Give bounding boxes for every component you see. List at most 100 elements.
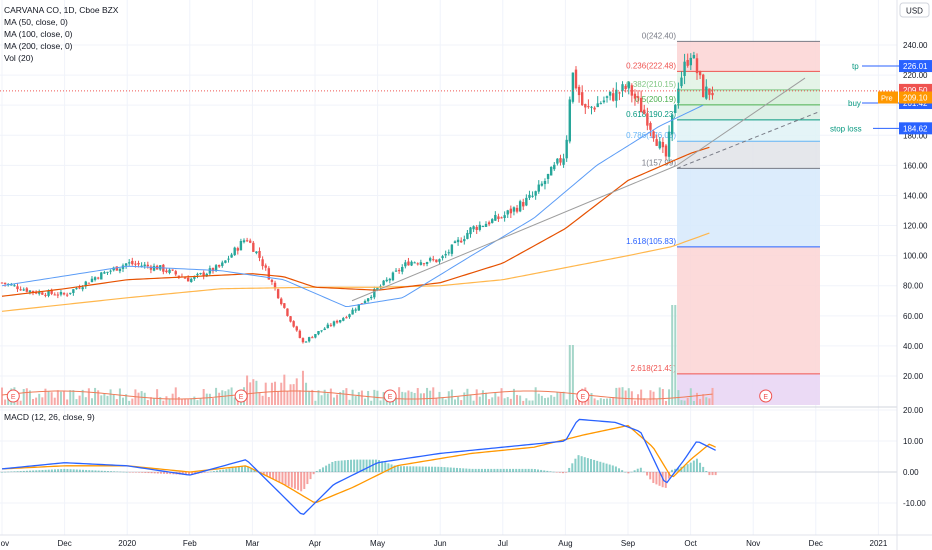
macd-axis[interactable]: 20.00 10.00 0.00 -10.00 (903, 406, 926, 508)
earnings-marker[interactable] (576, 389, 590, 403)
macd-histogram-bar (518, 468, 521, 472)
annotation-label[interactable]: buy (848, 99, 861, 108)
trend-lines[interactable] (0, 77, 897, 302)
earnings-marker[interactable] (234, 389, 248, 403)
premarket-tag[interactable] (878, 91, 898, 104)
earnings-marker[interactable] (6, 389, 20, 403)
ma100-legend[interactable]: MA (100, close, 0) (4, 29, 73, 39)
candle-body (217, 264, 221, 267)
candle-body (19, 289, 22, 291)
macd-histogram-bar (219, 470, 222, 472)
macd-histogram-bar (602, 462, 605, 472)
price-axis[interactable]: 240.00220.00200.00180.00160.00140.00120.… (903, 41, 928, 381)
volume-bar (637, 394, 640, 405)
time-axis-label: May (370, 539, 385, 548)
volume-bar (180, 399, 183, 405)
macd-histogram-bar (32, 470, 35, 472)
annotation-labels[interactable]: tp 226.01 buy 201.42 stop loss 184.62 209.5020… (830, 60, 932, 135)
annotation-price-badge[interactable] (899, 122, 932, 135)
candle-body (540, 183, 544, 186)
candle-body (128, 262, 131, 264)
volume-bar (612, 397, 615, 405)
candle-body (404, 262, 407, 267)
macd-histogram-bar (331, 461, 334, 472)
macd-histogram-bar (396, 466, 399, 472)
trend-line-extension[interactable] (676, 77, 806, 166)
price-axis-tick: 220.00 (903, 71, 928, 80)
volume-legend[interactable]: Vol (20) (4, 53, 33, 63)
macd-histogram-bar (624, 471, 627, 473)
volume-bar (289, 384, 292, 405)
macd-histogram-bar (521, 468, 524, 472)
candle-body (382, 280, 385, 286)
candle-body (506, 210, 509, 215)
candle-body (152, 265, 156, 271)
macd-histogram-bar (465, 468, 468, 472)
annotation-price-badge[interactable] (899, 60, 932, 73)
macd-histogram-bar (496, 468, 499, 472)
macd-histogram-bar (63, 468, 66, 472)
volume-bar (503, 398, 506, 405)
candle-body (252, 242, 255, 252)
volume-bar (59, 391, 62, 405)
macd-histogram-bar (203, 472, 206, 473)
earnings-marker[interactable] (383, 389, 397, 403)
candle-body (636, 96, 640, 98)
macd-histogram-bar (630, 471, 633, 473)
earnings-marker[interactable] (759, 389, 773, 403)
candle-body (512, 207, 516, 212)
volume-bar (339, 392, 342, 405)
volume-bar (655, 399, 658, 405)
macd-histogram-bar (434, 466, 437, 472)
fib-zone (677, 71, 820, 90)
volume-bar (202, 389, 205, 405)
ma50-legend[interactable]: MA (50, close, 0) (4, 17, 68, 27)
macd-histogram-bar (97, 470, 100, 472)
macd-histogram-bar (153, 472, 156, 474)
macd-histogram-bar (399, 466, 402, 472)
fib-level-label: 2.618(21.43) (631, 364, 677, 373)
volume-bar (472, 400, 475, 405)
candle-body (96, 277, 100, 279)
candle-body (323, 328, 326, 330)
candle-body (667, 131, 671, 157)
macd-line (1, 418, 716, 515)
macd-histogram-bar (284, 472, 287, 486)
macd-legend[interactable]: MACD (12, 26, close, 9) (4, 412, 95, 422)
volume-bar (320, 395, 323, 405)
volume-bar (528, 400, 531, 405)
time-axis[interactable]: Nov Dec 2020 Feb Mar Apr May Jun Jul Aug Sep Oct Nov… (0, 534, 932, 548)
macd-histogram-bar (505, 468, 508, 472)
fib-retracement-tool[interactable]: 0(242.40) 0.236(222.48) 0.382(210.15) 0.5(2… (626, 31, 821, 405)
macd-histogram-bar (66, 469, 69, 472)
volume-bar (4, 399, 7, 405)
macd-histogram-bar (35, 470, 38, 472)
ma200-legend[interactable]: MA (200, close, 0) (4, 41, 73, 51)
fib-zone (677, 89, 820, 105)
macd-histogram-bar (103, 470, 106, 472)
price-badge[interactable] (899, 91, 932, 104)
annotation-label[interactable]: tp (852, 62, 859, 71)
macd-histogram-bar (253, 469, 256, 472)
volume-bar (252, 379, 255, 405)
volume-bar (215, 387, 218, 405)
volume-bar (305, 382, 308, 405)
candle-body (497, 216, 500, 219)
currency-badge[interactable] (899, 2, 930, 18)
time-axis-label: Aug (558, 539, 572, 548)
macd-histogram-bar (156, 472, 159, 474)
candle-body (627, 82, 630, 89)
annotation-label[interactable]: stop loss (830, 124, 862, 133)
volume-bar (168, 398, 171, 405)
trend-line[interactable] (351, 164, 678, 302)
volume-bar (649, 390, 652, 405)
candle-body (62, 293, 66, 295)
macd-histogram-bar (655, 472, 658, 485)
volume-bar (106, 395, 109, 405)
macd-histogram-bar (22, 470, 25, 472)
macd-histogram-bar (212, 471, 215, 472)
candle-body (562, 158, 565, 165)
macd-histogram-bar (371, 459, 374, 472)
